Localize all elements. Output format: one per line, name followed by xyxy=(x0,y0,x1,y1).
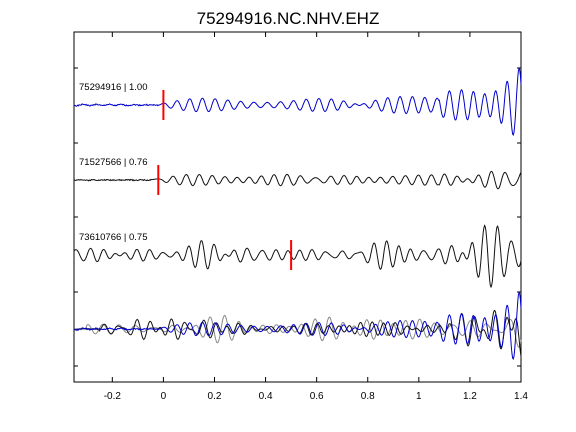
trace-line-1 xyxy=(73,66,522,137)
waveform-traces xyxy=(73,66,522,361)
chart-title: 75294916.NC.NHV.EHZ xyxy=(197,9,380,28)
x-tick-label: 0 xyxy=(161,391,167,402)
x-axis-ticks: -0.2 0 0.2 0.4 0.6 0.8 1 1.2 1.4 xyxy=(104,32,528,402)
y-axis-ticks xyxy=(74,67,521,367)
overlay-line-3 xyxy=(73,290,522,361)
x-tick-label: 1 xyxy=(416,391,422,402)
x-tick-label: 0.8 xyxy=(361,391,375,402)
x-tick-label: 0.6 xyxy=(310,391,324,402)
trace-labels: 75294916 | 1.00 71527566 | 0.76 73610766 |… xyxy=(79,82,148,243)
x-tick-label: 0.4 xyxy=(259,391,273,402)
trace-line-2 xyxy=(73,170,522,190)
trace-label-1: 75294916 | 1.00 xyxy=(79,82,148,93)
plot-frame xyxy=(73,31,522,383)
trace-label-2: 71527566 | 0.76 xyxy=(79,157,148,168)
trace-line-3 xyxy=(73,224,522,289)
trace-label-3: 73610766 | 0.75 xyxy=(79,232,148,243)
x-tick-label: -0.2 xyxy=(104,391,122,402)
x-tick-label: 0.2 xyxy=(208,391,222,402)
x-tick-label: 1.2 xyxy=(463,391,477,402)
x-tick-label: 1.4 xyxy=(514,391,528,402)
